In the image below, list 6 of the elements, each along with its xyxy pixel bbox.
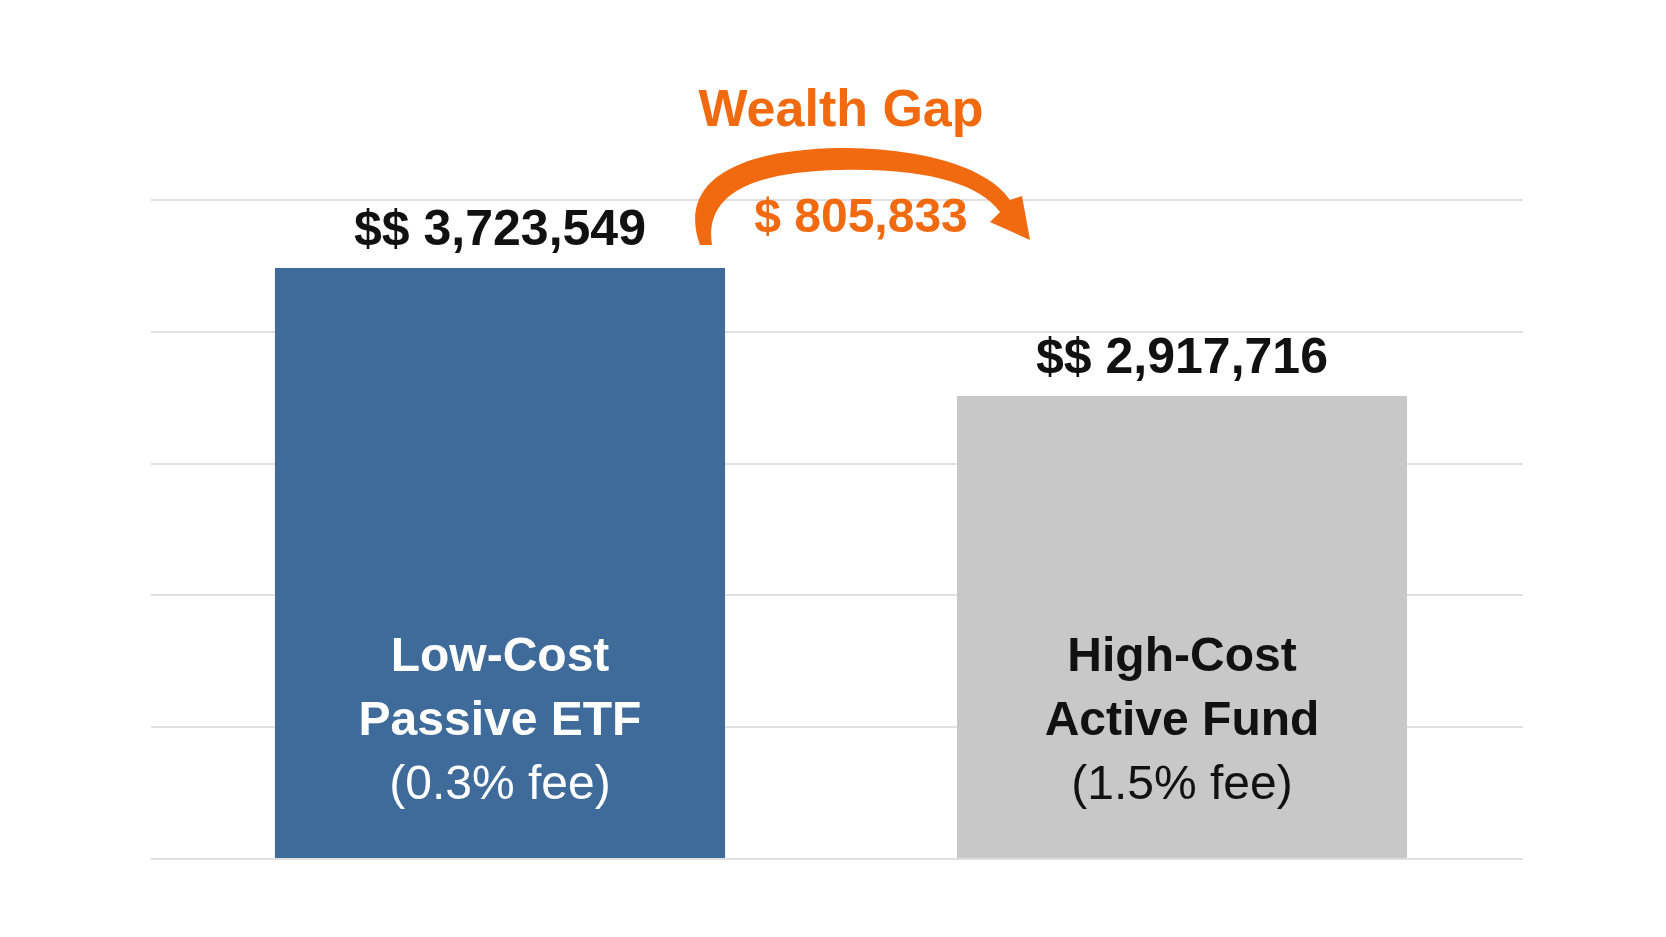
x-tick-label: Low-Cost Passive ETF (0.3% fee) xyxy=(358,628,642,809)
data-label: $$ 3,723,549 xyxy=(354,199,646,256)
data-label: $$ 2,917,716 xyxy=(1036,327,1328,384)
text: Wealth Gap xyxy=(698,79,984,137)
text: $ 805,833 xyxy=(754,189,968,242)
x-tick-label: High-Cost Active Fund (1.5% fee) xyxy=(1044,628,1320,809)
